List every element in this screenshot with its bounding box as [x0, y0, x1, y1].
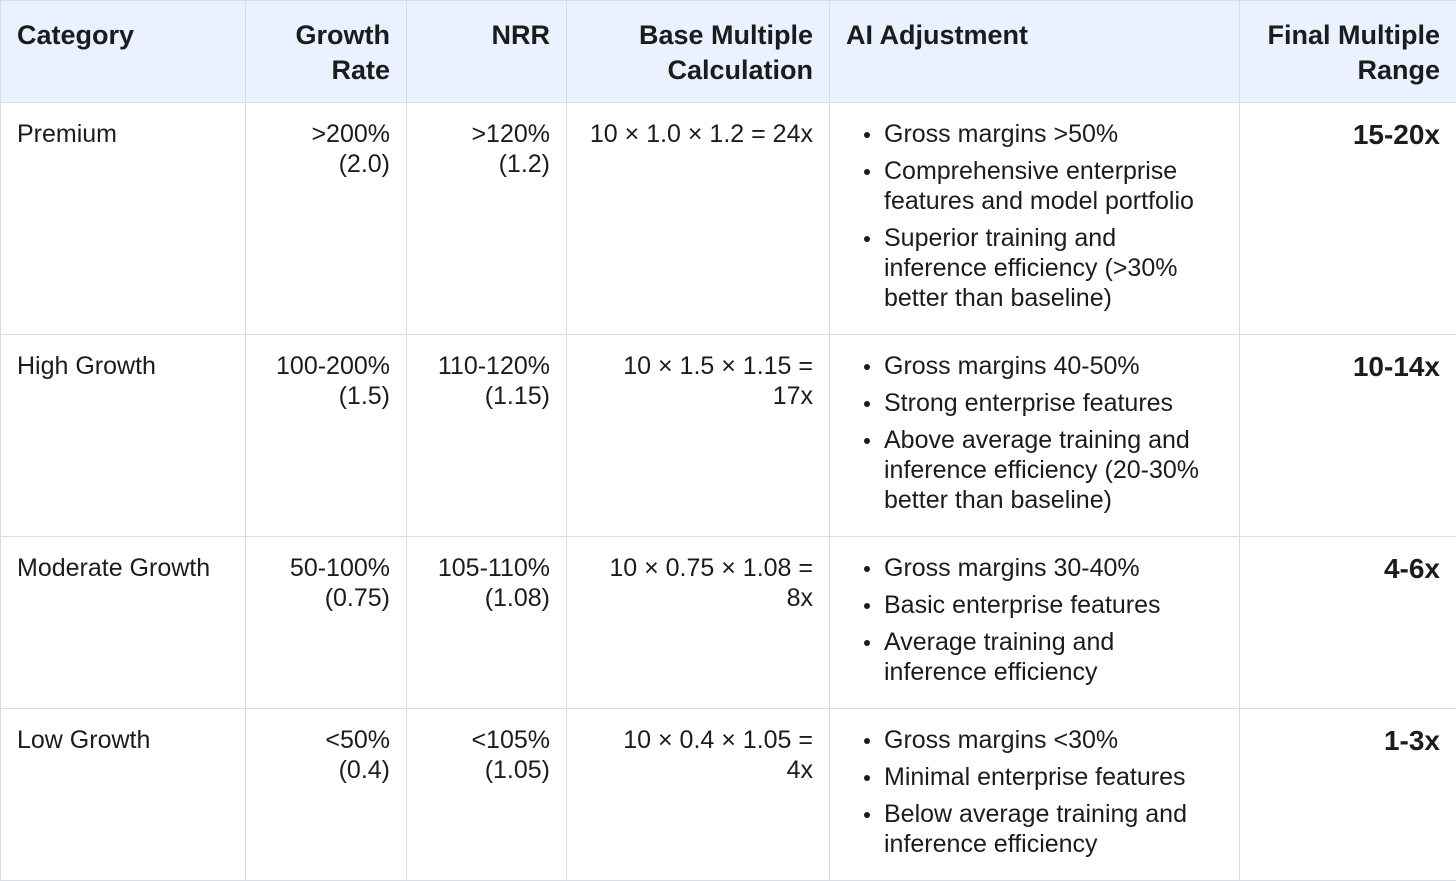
final-multiple-cell: 15-20x — [1240, 103, 1456, 335]
base-multiple-cell: 10 × 1.0 × 1.2 = 24x — [567, 103, 830, 335]
adjustment-item: Basic enterprise features — [884, 590, 1223, 620]
base-multiple-line: 10 × 1.5 × 1.15 = 17x — [583, 351, 813, 411]
nrr-factor: (1.15) — [423, 381, 550, 411]
adjustment-list: Gross margins >50% Comprehensive enterpr… — [846, 119, 1223, 313]
ai-adjustment-cell: Gross margins 40-50% Strong enterprise f… — [830, 335, 1240, 537]
growth-rate-cell: >200% (2.0) — [246, 103, 407, 335]
growth-rate-factor: (0.4) — [262, 755, 390, 785]
header-row: Category Growth Rate NRR Base Multiple C… — [1, 1, 1456, 103]
growth-rate-cell: 100-200% (1.5) — [246, 335, 407, 537]
header-growth-rate-line: Rate — [262, 53, 390, 88]
adjustment-list: Gross margins 30-40% Basic enterprise fe… — [846, 553, 1223, 687]
adjustment-item: Average training and inference efficienc… — [884, 627, 1223, 687]
category-cell: Moderate Growth — [1, 537, 246, 709]
adjustment-item: Minimal enterprise features — [884, 762, 1223, 792]
base-multiple-cell: 10 × 0.75 × 1.08 = 8x — [567, 537, 830, 709]
header-base-multiple: Base Multiple Calculation — [567, 1, 830, 103]
adjustment-list: Gross margins 40-50% Strong enterprise f… — [846, 351, 1223, 515]
header-growth-rate-line: Growth — [262, 18, 390, 53]
base-multiple-cell: 10 × 0.4 × 1.05 = 4x — [567, 709, 830, 881]
category-cell: Low Growth — [1, 709, 246, 881]
growth-rate-value: <50% — [262, 725, 390, 755]
header-final-multiple-line: Final Multiple — [1256, 18, 1440, 53]
adjustment-item: Gross margins 30-40% — [884, 553, 1223, 583]
growth-rate-cell: 50-100% (0.75) — [246, 537, 407, 709]
growth-rate-factor: (2.0) — [262, 149, 390, 179]
adjustment-item: Strong enterprise features — [884, 388, 1223, 418]
ai-adjustment-cell: Gross margins >50% Comprehensive enterpr… — [830, 103, 1240, 335]
nrr-factor: (1.2) — [423, 149, 550, 179]
growth-rate-factor: (0.75) — [262, 583, 390, 613]
nrr-value: 105-110% — [423, 553, 550, 583]
nrr-value: <105% — [423, 725, 550, 755]
category-cell: High Growth — [1, 335, 246, 537]
header-category: Category — [1, 1, 246, 103]
base-multiple-line: 10 × 0.4 × 1.05 = — [583, 725, 813, 755]
adjustment-item: Superior training and inference efficien… — [884, 223, 1223, 313]
growth-rate-value: 100-200% — [262, 351, 390, 381]
nrr-cell: >120% (1.2) — [407, 103, 567, 335]
adjustment-item: Below average training and inference eff… — [884, 799, 1223, 859]
header-growth-rate: Growth Rate — [246, 1, 407, 103]
growth-rate-factor: (1.5) — [262, 381, 390, 411]
adjustment-item: Gross margins >50% — [884, 119, 1223, 149]
table-row: Low Growth <50% (0.4) <105% (1.05) 10 × … — [1, 709, 1456, 881]
table-row: Premium >200% (2.0) >120% (1.2) 10 × 1.0… — [1, 103, 1456, 335]
category-cell: Premium — [1, 103, 246, 335]
growth-rate-value: 50-100% — [262, 553, 390, 583]
ai-adjustment-cell: Gross margins 30-40% Basic enterprise fe… — [830, 537, 1240, 709]
header-nrr: NRR — [407, 1, 567, 103]
nrr-factor: (1.08) — [423, 583, 550, 613]
table-row: High Growth 100-200% (1.5) 110-120% (1.1… — [1, 335, 1456, 537]
nrr-cell: 110-120% (1.15) — [407, 335, 567, 537]
adjustment-item: Comprehensive enterprise features and mo… — [884, 156, 1223, 216]
base-multiple-line: 10 × 1.0 × 1.2 = 24x — [583, 119, 813, 149]
base-multiple-line: 10 × 0.75 × 1.08 = — [583, 553, 813, 583]
nrr-value: 110-120% — [423, 351, 550, 381]
growth-rate-cell: <50% (0.4) — [246, 709, 407, 881]
header-base-multiple-line: Base Multiple — [583, 18, 813, 53]
nrr-cell: 105-110% (1.08) — [407, 537, 567, 709]
base-multiple-result: 8x — [583, 583, 813, 613]
final-multiple-cell: 1-3x — [1240, 709, 1456, 881]
base-multiple-result: 4x — [583, 755, 813, 785]
nrr-factor: (1.05) — [423, 755, 550, 785]
growth-rate-value: >200% — [262, 119, 390, 149]
adjustment-item: Gross margins <30% — [884, 725, 1223, 755]
adjustment-item: Above average training and inference eff… — [884, 425, 1223, 515]
final-multiple-cell: 4-6x — [1240, 537, 1456, 709]
nrr-cell: <105% (1.05) — [407, 709, 567, 881]
adjustment-list: Gross margins <30% Minimal enterprise fe… — [846, 725, 1223, 859]
table-row: Moderate Growth 50-100% (0.75) 105-110% … — [1, 537, 1456, 709]
header-ai-adjustment: AI Adjustment — [830, 1, 1240, 103]
header-final-multiple-line: Range — [1256, 53, 1440, 88]
adjustment-item: Gross margins 40-50% — [884, 351, 1223, 381]
final-multiple-cell: 10-14x — [1240, 335, 1456, 537]
nrr-value: >120% — [423, 119, 550, 149]
ai-adjustment-cell: Gross margins <30% Minimal enterprise fe… — [830, 709, 1240, 881]
header-base-multiple-line: Calculation — [583, 53, 813, 88]
base-multiple-cell: 10 × 1.5 × 1.15 = 17x — [567, 335, 830, 537]
header-final-multiple: Final Multiple Range — [1240, 1, 1456, 103]
